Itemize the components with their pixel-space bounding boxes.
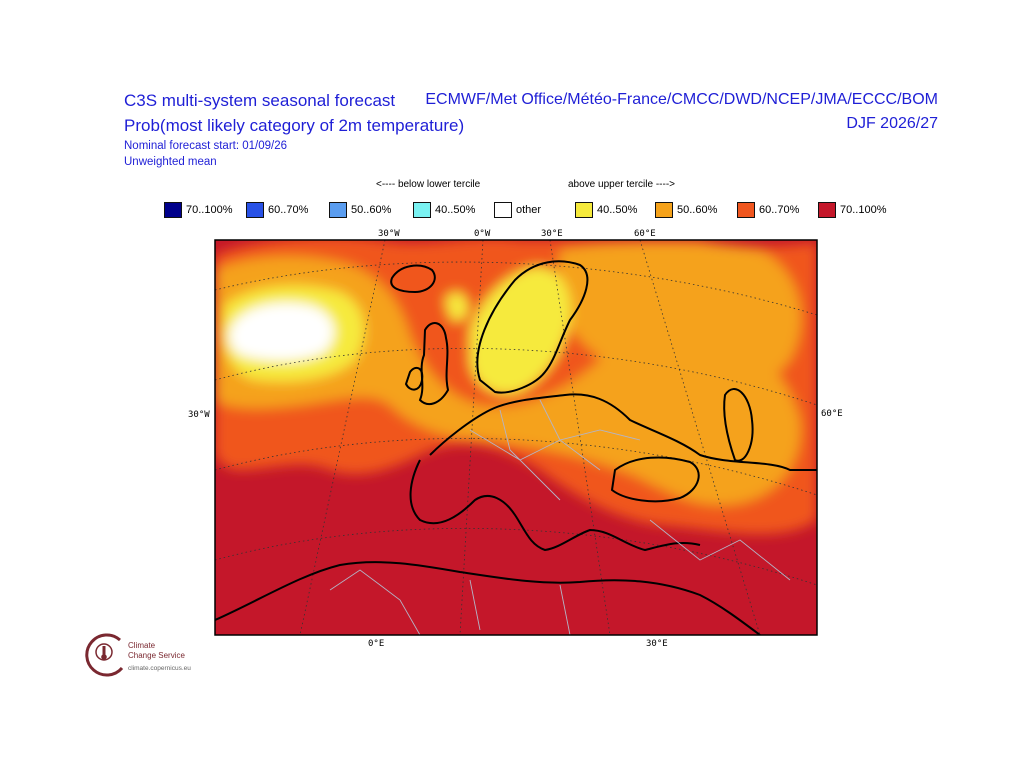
legend-label: 50..60%: [677, 204, 718, 216]
field-50-60-east: [555, 241, 801, 389]
probability-legend: 70..100% 60..70% 50..60% 40..50% other 40..50…: [164, 200, 904, 220]
legend-swatch: [329, 202, 347, 218]
centres-label: ECMWF/Met Office/Météo-France/CMCC/DWD/N…: [425, 91, 938, 108]
field-40-50-scandinavia: [470, 267, 571, 395]
legend-swatch: [575, 202, 593, 218]
logo-text-line2: Change Service: [128, 651, 185, 660]
legend-item: other: [494, 200, 541, 220]
legend-below-label: <---- below lower tercile: [376, 179, 481, 190]
legend-label: 40..50%: [435, 204, 476, 216]
legend-swatch: [413, 202, 431, 218]
field-other: [228, 302, 335, 361]
legend-item: 70..100%: [818, 200, 886, 220]
legend-item: 60..70%: [246, 200, 308, 220]
map-variable-title: Prob(most likely category of 2m temperat…: [124, 116, 465, 135]
forecast-start-label: Nominal forecast start: 01/09/26: [124, 140, 287, 152]
field-40-50-iceland: [445, 292, 469, 321]
legend-label: 70..100%: [840, 204, 887, 216]
season-label: DJF 2026/27: [846, 115, 938, 132]
bottom-lon-label: 0°E: [368, 639, 384, 649]
legend-item: 60..70%: [737, 200, 799, 220]
legend-item: 50..60%: [655, 200, 717, 220]
right-lat-label: 60°E: [821, 409, 843, 419]
legend-swatch: [737, 202, 755, 218]
top-lon-label: 0°W: [474, 229, 491, 239]
legend-item: 40..50%: [413, 200, 475, 220]
legend-swatch: [246, 202, 264, 218]
weighting-label: Unweighted mean: [124, 156, 217, 168]
map-title: C3S multi-system seasonal forecast: [124, 91, 396, 110]
legend-label: 60..70%: [268, 204, 309, 216]
legend-item: 50..60%: [329, 200, 391, 220]
logo-url: climate.copernicus.eu: [128, 665, 191, 672]
legend-above-label: above upper tercile ---->: [568, 179, 675, 190]
legend-label: other: [516, 204, 542, 216]
legend-swatch: [494, 202, 512, 218]
left-lat-label: 30°W: [188, 410, 210, 420]
logo-text-line1: Climate: [128, 641, 156, 650]
top-lon-label: 60°E: [634, 229, 656, 239]
graticule: [215, 240, 817, 635]
country-borders: [329, 399, 791, 635]
map-frame: [214, 239, 818, 636]
legend-label: 50..60%: [351, 204, 392, 216]
legend-item: 40..50%: [575, 200, 637, 220]
legend-label: 60..70%: [759, 204, 800, 216]
legend-swatch: [164, 202, 182, 218]
legend-label: 40..50%: [597, 204, 638, 216]
bottom-lon-label: 30°E: [646, 639, 668, 649]
coastlines: [215, 260, 817, 635]
legend-swatch: [655, 202, 673, 218]
top-lon-label: 30°E: [541, 229, 563, 239]
legend-swatch: [818, 202, 836, 218]
legend-item: 70..100%: [164, 200, 232, 220]
top-lon-label: 30°W: [378, 229, 400, 239]
copernicus-logo-icon: [85, 633, 124, 677]
legend-label: 70..100%: [186, 204, 233, 216]
